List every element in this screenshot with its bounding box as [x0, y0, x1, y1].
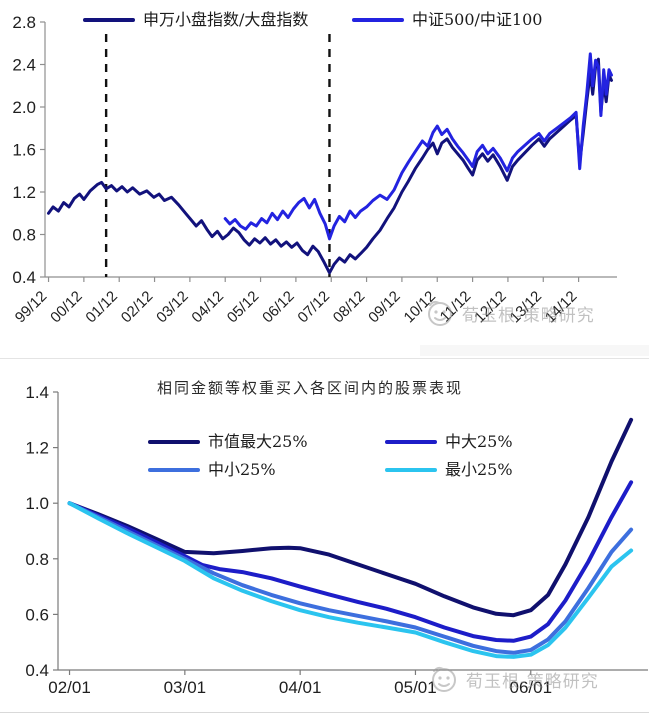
x-tick-label: 06/01 — [509, 678, 552, 697]
top-chart-plot: 0.4 0.8 1.2 1.6 2.0 2.4 2.8 99/1200/1201/1202/1… — [12, 13, 617, 327]
bottom-chart-legend: 市值最大25% 中大25% 中小25% 最小25% — [148, 434, 513, 478]
legend-label: 中小25% — [208, 460, 276, 479]
scan-artifact-band — [420, 345, 649, 356]
x-tick-label: 12/12 — [471, 288, 510, 327]
series-line — [67, 480, 634, 643]
x-tick-label: 05/01 — [394, 678, 437, 697]
x-tick-label: 05/12 — [224, 288, 263, 327]
series-line — [67, 501, 634, 659]
bottom-chart-title: 相同金额等权重买入各区间内的股票表现 — [156, 379, 463, 397]
legend-line-swatch — [83, 18, 135, 22]
y-tick-label: 2.8 — [12, 13, 36, 32]
series-line — [223, 52, 613, 241]
legend-label: 中大25% — [445, 432, 513, 451]
legend-item-midlarge-25pct: 中大25% — [385, 434, 513, 450]
x-tick-label: 02/12 — [118, 288, 157, 327]
legend-label: 中证500/中证100 — [412, 10, 543, 29]
x-tick-label: 09/12 — [365, 288, 404, 327]
legend-line-swatch — [148, 440, 200, 444]
x-tick-label: 00/12 — [47, 288, 86, 327]
x-tick-label: 14/12 — [542, 288, 581, 327]
x-tick-label: 03/12 — [153, 288, 192, 327]
legend-label: 最小25% — [445, 460, 513, 479]
legend-item-smallest-25pct: 最小25% — [385, 462, 513, 478]
x-tick-label: 01/12 — [82, 288, 121, 327]
y-tick-label: 0.4 — [25, 661, 49, 680]
x-tick-label: 13/12 — [507, 288, 546, 327]
top-legend-item-csi500-csi100: 中证500/中证100 — [352, 12, 542, 28]
y-tick-label: 0.8 — [12, 226, 36, 245]
top-legend-item-smallcap-ratio: 申万小盘指数/大盘指数 — [83, 12, 308, 28]
x-tick-label: 02/01 — [48, 678, 91, 697]
x-tick-label: 06/12 — [259, 288, 298, 327]
series-line — [67, 501, 634, 655]
y-tick-label: 1.4 — [25, 383, 49, 402]
y-tick-label: 2.4 — [12, 56, 36, 75]
y-tick-label: 0.6 — [25, 605, 49, 624]
legend-line-swatch — [385, 440, 437, 444]
y-tick-label: 1.0 — [25, 494, 49, 513]
y-tick-label: 2.0 — [12, 98, 36, 117]
x-tick-label: 07/12 — [294, 288, 333, 327]
y-tick-label: 0.4 — [12, 268, 36, 287]
y-tick-label: 1.6 — [12, 141, 36, 160]
series-line — [67, 417, 634, 618]
legend-label: 申万小盘指数/大盘指数 — [143, 10, 309, 29]
x-tick-label: 08/12 — [330, 288, 369, 327]
x-tick-label: 11/12 — [437, 288, 475, 326]
legend-line-swatch — [385, 468, 437, 472]
y-tick-label: 1.2 — [25, 439, 49, 458]
legend-label: 市值最大25% — [208, 432, 308, 451]
legend-line-swatch — [352, 18, 404, 22]
x-tick-label: 99/12 — [12, 288, 51, 327]
bottom-chart-plot: 0.4 0.6 0.8 1.0 1.2 1.4 02/01 03/01 04/01 05/01 06… — [25, 383, 648, 697]
x-tick-label: 10/12 — [401, 288, 440, 327]
y-tick-label: 1.2 — [12, 183, 36, 202]
legend-line-swatch — [148, 468, 200, 472]
legend-item-largest-25pct: 市值最大25% — [148, 434, 385, 450]
legend-item-midsmall-25pct: 中小25% — [148, 462, 385, 478]
series-line — [47, 57, 613, 275]
x-tick-label: 04/01 — [279, 678, 322, 697]
section-divider — [0, 358, 649, 359]
x-tick-label: 03/01 — [164, 678, 207, 697]
y-tick-label: 0.8 — [25, 550, 49, 569]
x-tick-label: 04/12 — [188, 288, 227, 327]
